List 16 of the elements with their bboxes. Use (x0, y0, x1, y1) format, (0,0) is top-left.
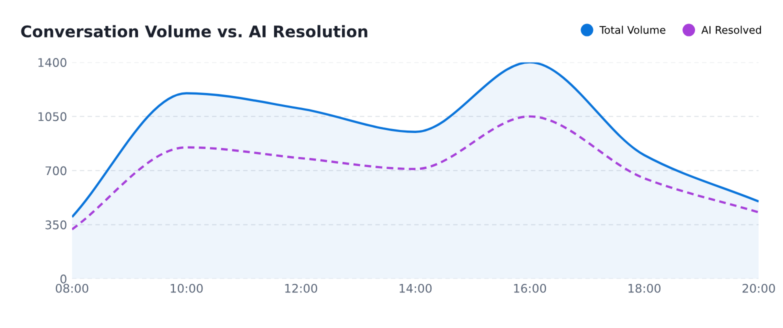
y-tick-label: 700 (46, 166, 66, 176)
y-tick-label: 350 (46, 220, 66, 230)
y-tick-label: 1400 (38, 58, 66, 67)
line-series (72, 115, 759, 230)
y-tick-label: 0 (60, 274, 66, 284)
chart-title: Conversation Volume vs. AI Resolution (21, 25, 368, 38)
legend-label: AI Resolved (701, 26, 761, 34)
x-tick-label: 20:00 (742, 284, 775, 293)
x-tick-label: 16:00 (514, 284, 546, 293)
x-tick-label: 18:00 (628, 284, 661, 293)
x-tick-label: 12:00 (285, 284, 318, 293)
x-tick-label: 14:00 (400, 284, 432, 293)
x-tick-label: 08:00 (56, 284, 88, 293)
x-tick-label: 10:00 (170, 284, 203, 293)
legend-label: Total Volume (599, 26, 666, 34)
y-tick-label: 1050 (38, 112, 66, 122)
